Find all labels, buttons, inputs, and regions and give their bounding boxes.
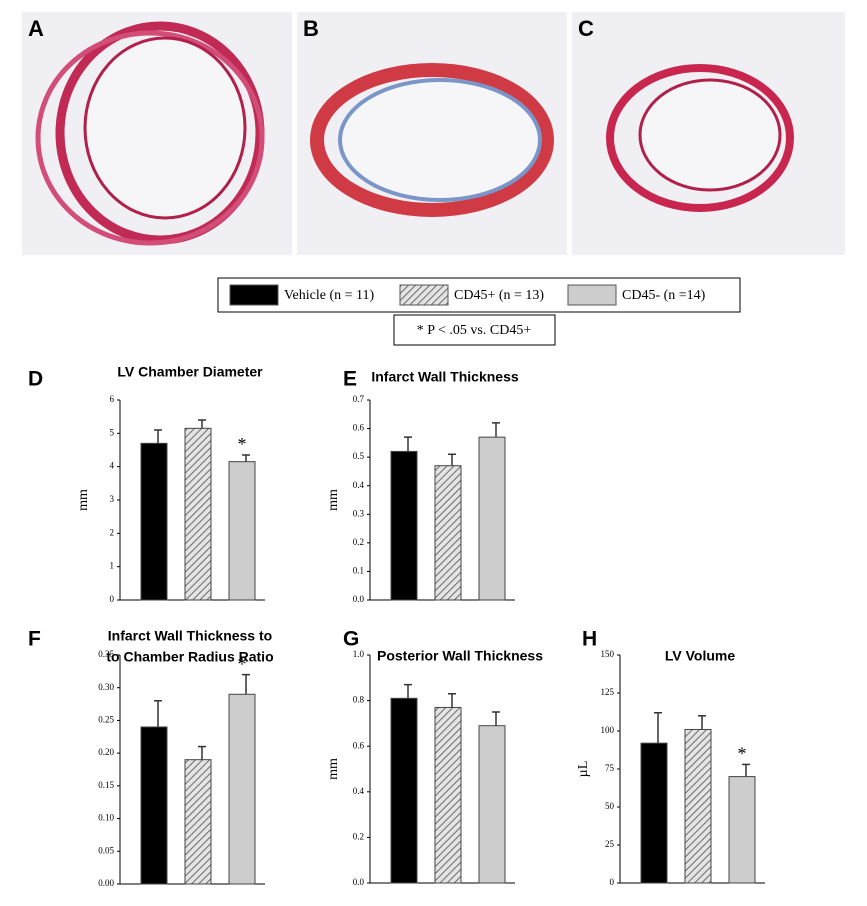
significance: * [238, 434, 247, 454]
legend-note: * P < .05 vs. CD45+ [417, 323, 532, 338]
bar [228, 693, 256, 885]
y-tick-label: 100 [601, 725, 615, 735]
y-tick-label: 0.7 [353, 394, 365, 404]
panel-label: H [582, 628, 597, 651]
image-a: A [22, 12, 292, 255]
y-tick-label: 0.8 [353, 695, 365, 705]
bar [728, 776, 756, 884]
bar [390, 697, 418, 884]
y-tick-label: 25 [605, 839, 615, 849]
legend-box [217, 277, 741, 313]
y-tick-label: 0.35 [98, 649, 114, 659]
bar [434, 706, 462, 884]
y-tick-label: 0.0 [353, 594, 365, 604]
y-tick-label: 0.2 [353, 831, 364, 841]
legend-swatch [567, 284, 617, 306]
y-tick-label: 0.3 [353, 508, 365, 518]
y-tick-label: 150 [601, 649, 615, 659]
y-tick-label: 50 [605, 801, 615, 811]
chart-title: LV Chamber Diameter [117, 364, 263, 380]
y-tick-label: 0.4 [353, 786, 365, 796]
y-tick-label: 3 [110, 494, 115, 504]
panel-label: B [303, 16, 319, 41]
significance: * [238, 654, 247, 674]
bar [140, 726, 168, 885]
panel-label: G [343, 628, 359, 651]
y-axis-label: mm [76, 489, 91, 511]
bar [140, 442, 168, 601]
y-tick-label: 1 [110, 561, 115, 571]
y-tick-label: 5 [110, 427, 115, 437]
bar [184, 427, 212, 601]
y-tick-label: 0 [110, 594, 115, 604]
legend-swatch [399, 284, 449, 306]
bar [184, 759, 212, 885]
panel-label: E [343, 368, 357, 391]
y-tick-label: 0.10 [98, 813, 114, 823]
y-axis-label: mm [326, 758, 341, 780]
bar [478, 725, 506, 884]
chart-title: to Chamber Radius Ratio [106, 649, 273, 665]
y-tick-label: 2 [110, 527, 115, 537]
y-tick-label: 6 [110, 394, 115, 404]
bar [478, 436, 506, 601]
y-tick-label: 1.0 [353, 649, 365, 659]
y-tick-label: 0.6 [353, 740, 365, 750]
y-tick-label: 0.05 [98, 845, 114, 855]
y-tick-label: 125 [601, 687, 615, 697]
y-tick-label: 0.20 [98, 747, 114, 757]
y-tick-label: 0.6 [353, 423, 365, 433]
y-tick-label: 0.00 [98, 878, 114, 888]
chart-title: LV Volume [665, 648, 735, 664]
chart-title: Infarct Wall Thickness [371, 369, 519, 385]
bar [390, 450, 418, 601]
y-tick-label: 0.2 [353, 537, 364, 547]
y-tick-label: 0.25 [98, 714, 114, 724]
image-b: B [297, 12, 567, 255]
y-axis-label: mm [326, 489, 341, 511]
y-tick-label: 0.30 [98, 682, 114, 692]
y-tick-label: 0.0 [353, 877, 365, 887]
panel-label: A [28, 16, 44, 41]
panel-label: C [578, 16, 594, 41]
y-tick-label: 0.1 [353, 565, 364, 575]
panel-label: F [28, 628, 41, 651]
y-tick-label: 75 [605, 763, 615, 773]
chart-title: Infarct Wall Thickness to [108, 628, 272, 644]
y-tick-label: 0 [610, 877, 615, 887]
bar [640, 742, 668, 884]
y-tick-label: 0.5 [353, 451, 365, 461]
note-box [393, 314, 556, 346]
legend-swatch [229, 284, 279, 306]
y-axis-label: µL [576, 761, 591, 778]
image-c: C [572, 12, 845, 255]
legend-label: CD45+ (n = 13) [454, 288, 544, 303]
chart-title: Posterior Wall Thickness [377, 648, 543, 664]
legend-label: CD45- (n =14) [622, 288, 706, 303]
y-tick-label: 0.4 [353, 480, 365, 490]
legend-label: Vehicle (n = 11) [284, 288, 375, 303]
significance: * [738, 744, 747, 764]
bar [228, 461, 256, 601]
panel-label: D [28, 368, 43, 391]
bar [434, 465, 462, 601]
y-tick-label: 4 [110, 461, 115, 471]
y-tick-label: 0.15 [98, 780, 114, 790]
bar [684, 728, 712, 884]
